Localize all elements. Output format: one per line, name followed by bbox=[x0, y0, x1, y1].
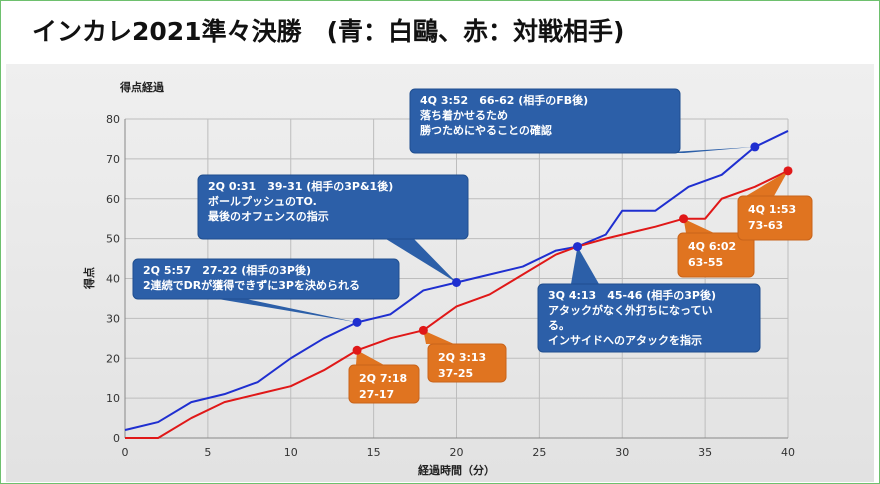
callout-text-5-1: 2Q 7:18 bbox=[359, 372, 407, 385]
callout-text-8-1: 4Q 1:53 bbox=[748, 203, 796, 216]
slide-title: インカレ2021準々決勝 (青：白鷗、赤：対戦相手) bbox=[32, 17, 625, 46]
x-tick-label: 30 bbox=[615, 446, 629, 459]
callout-leader-1 bbox=[218, 299, 358, 323]
annotation-marker-1 bbox=[352, 317, 362, 327]
callout-leader-7 bbox=[683, 218, 714, 233]
callout-leader-3 bbox=[571, 246, 599, 284]
callout-box-4 bbox=[409, 88, 681, 154]
x-tick-label: 10 bbox=[284, 446, 298, 459]
callout-text-4-2: 落ち着かせるため bbox=[420, 108, 508, 122]
annotation-marker-2 bbox=[452, 277, 461, 287]
x-tick-label: 40 bbox=[781, 446, 795, 459]
callout-box-8 bbox=[737, 195, 813, 241]
axis-layer: 0 10 20 30 40 50 60 70 80 0 5 10 15 20 25 30 35 40 bbox=[106, 113, 795, 459]
callout-text-5-2: 27-17 bbox=[359, 388, 394, 401]
callout-box-2 bbox=[197, 174, 469, 240]
y-tick-label: 50 bbox=[106, 233, 120, 246]
annotation-marker-7 bbox=[679, 214, 689, 224]
callout-text-1-2: 2連続でDRが獲得できずに3Pを決められる bbox=[143, 278, 360, 292]
x-axis-title: 経過時間（分） bbox=[418, 463, 495, 477]
marker-layer bbox=[352, 142, 793, 355]
x-tick-label: 20 bbox=[450, 446, 464, 459]
chart-title: 得点経過 bbox=[119, 80, 165, 94]
series-line-2 bbox=[125, 169, 789, 439]
callout-text-3-4: インサイドへのアタックを指示 bbox=[548, 333, 702, 347]
callout-leader-5 bbox=[356, 350, 384, 365]
callout-box-5 bbox=[348, 364, 420, 404]
callout-box-1 bbox=[132, 258, 400, 300]
callout-text-2-3: 最後のオフェンスの指示 bbox=[208, 209, 329, 223]
annotation-marker-4 bbox=[750, 142, 760, 152]
callout-layer: 2Q 5:57 27-22 (相手の3P後)2連続でDRが獲得できずに3Pを決め… bbox=[132, 88, 813, 404]
callout-text-6-1: 2Q 3:13 bbox=[438, 351, 486, 364]
callout-leader-layer bbox=[218, 146, 788, 365]
series-line-1 bbox=[124, 130, 789, 431]
x-tick-label: 15 bbox=[367, 446, 381, 459]
callout-text-3-1: 3Q 4:13 45-46 (相手の3P後) bbox=[548, 288, 716, 302]
y-tick-label: 80 bbox=[106, 113, 120, 126]
callout-text-1-1: 2Q 5:57 27-22 (相手の3P後) bbox=[143, 263, 311, 277]
x-tick-label: 35 bbox=[698, 446, 712, 459]
y-tick-label: 30 bbox=[106, 312, 120, 325]
callout-box-6 bbox=[427, 343, 507, 383]
callout-text-2-2: ボールプッシュのTO. bbox=[208, 194, 317, 208]
y-tick-label: 10 bbox=[106, 392, 120, 405]
callout-box-3 bbox=[537, 283, 761, 353]
callout-box-7 bbox=[677, 232, 755, 278]
callout-text-4-1: 4Q 3:52 66-62 (相手のFB後) bbox=[420, 93, 588, 107]
y-axis-title: 得点 bbox=[82, 267, 96, 290]
y-tick-label: 60 bbox=[106, 193, 120, 206]
callout-text-6-2: 37-25 bbox=[438, 367, 473, 380]
annotation-marker-8 bbox=[783, 166, 793, 176]
callout-leader-2 bbox=[386, 239, 457, 283]
callout-text-7-1: 4Q 6:02 bbox=[688, 240, 736, 253]
callout-leader-6 bbox=[423, 330, 454, 344]
callout-text-7-2: 63-55 bbox=[688, 256, 723, 269]
callout-text-3-2: アタックがなく外打ちになってい bbox=[548, 303, 712, 317]
callout-text-8-2: 73-63 bbox=[748, 219, 783, 232]
series-layer bbox=[124, 130, 789, 439]
annotation-marker-3 bbox=[572, 242, 582, 252]
callout-leader-8 bbox=[746, 170, 788, 196]
x-tick-label: 5 bbox=[204, 446, 211, 459]
callout-text-2-1: 2Q 0:31 39-31 (相手の3P&1後) bbox=[208, 179, 393, 193]
x-tick-label: 0 bbox=[122, 446, 129, 459]
y-tick-label: 20 bbox=[106, 352, 120, 365]
x-tick-label: 25 bbox=[532, 446, 546, 459]
y-tick-label: 0 bbox=[113, 432, 120, 445]
callout-text-3-3: る。 bbox=[548, 319, 570, 332]
callout-leader-4 bbox=[656, 146, 755, 153]
annotation-marker-6 bbox=[418, 325, 428, 335]
annotation-marker-5 bbox=[352, 345, 362, 355]
y-tick-label: 40 bbox=[106, 273, 120, 286]
y-tick-label: 70 bbox=[106, 153, 120, 166]
callout-text-4-3: 勝つためにやることの確認 bbox=[420, 123, 552, 137]
